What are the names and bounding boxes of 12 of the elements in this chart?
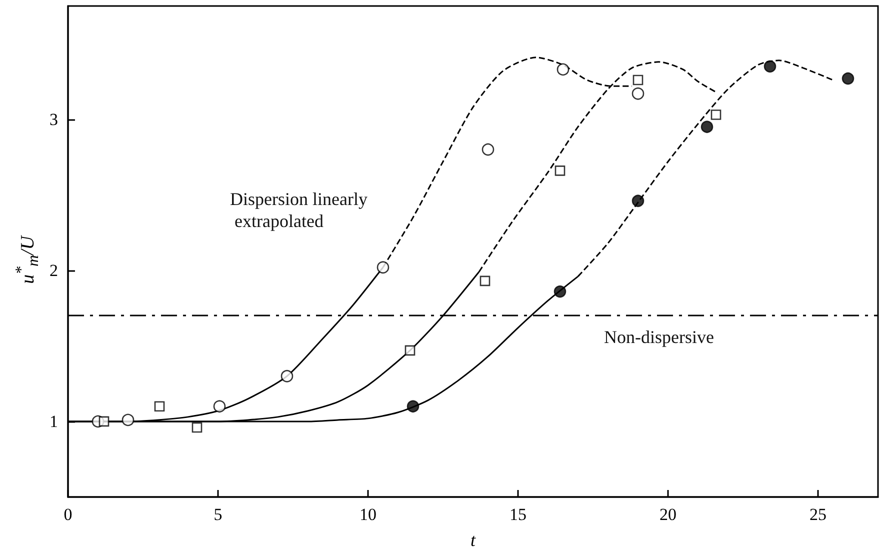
x-tick-label: 25 xyxy=(810,505,826,524)
annotation: Dispersion linearly extrapolated xyxy=(230,189,368,231)
x-tick-label: 10 xyxy=(360,505,376,524)
x-tick-label: 20 xyxy=(660,505,676,524)
x-tick-label: 15 xyxy=(510,505,526,524)
y-tick-label: 3 xyxy=(50,110,58,129)
x-tick-label: 5 xyxy=(214,505,222,524)
x-tick-label: 0 xyxy=(64,505,72,524)
y-tick-label: 2 xyxy=(50,260,58,280)
x-axis-title: t xyxy=(470,530,476,550)
y-tick-label: 1 xyxy=(50,412,58,431)
annotation: Non-dispersive xyxy=(604,327,714,347)
